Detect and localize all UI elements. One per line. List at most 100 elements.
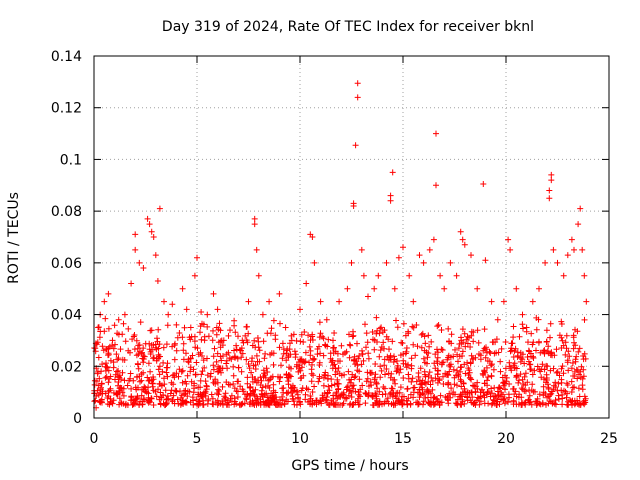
data-point <box>488 385 495 392</box>
data-point <box>574 328 581 335</box>
data-point <box>537 368 544 375</box>
data-point <box>367 370 374 377</box>
data-point <box>464 359 471 366</box>
data-point <box>350 385 357 392</box>
data-point <box>297 338 304 345</box>
data-point <box>356 352 363 359</box>
data-point <box>162 387 169 394</box>
data-point <box>349 333 356 340</box>
data-point <box>553 346 560 353</box>
data-point <box>210 401 217 408</box>
data-point <box>91 381 98 388</box>
data-point <box>132 384 139 391</box>
data-point <box>547 334 553 341</box>
data-point <box>96 334 103 341</box>
data-point <box>494 388 501 395</box>
data-point <box>534 363 541 370</box>
data-point <box>234 355 241 362</box>
data-point <box>422 394 429 401</box>
data-point <box>190 401 197 408</box>
data-point <box>436 399 443 406</box>
data-point <box>405 371 412 378</box>
data-point <box>104 364 111 371</box>
data-point <box>335 393 342 400</box>
data-point <box>335 358 341 364</box>
data-point <box>207 370 214 377</box>
data-point <box>364 375 371 382</box>
data-point <box>230 363 237 370</box>
data-point <box>477 352 484 359</box>
data-point <box>318 398 325 405</box>
data-point <box>362 321 368 328</box>
y-tick-label: 0.14 <box>51 49 82 65</box>
data-point <box>118 376 124 383</box>
data-point <box>173 347 180 354</box>
data-point <box>128 280 135 287</box>
data-point <box>265 377 272 384</box>
data-point <box>296 359 302 365</box>
data-point <box>105 367 112 374</box>
data-point <box>513 285 520 292</box>
data-point <box>477 389 484 396</box>
data-point <box>358 246 365 253</box>
data-point <box>270 361 277 368</box>
data-point <box>112 341 118 348</box>
data-point <box>470 329 477 336</box>
data-point <box>349 402 356 408</box>
data-point <box>533 326 540 333</box>
data-point <box>252 376 259 383</box>
data-point <box>526 392 533 399</box>
data-point <box>404 401 411 408</box>
data-point <box>198 336 205 343</box>
data-point <box>523 324 530 331</box>
data-point <box>311 259 318 266</box>
data-point <box>517 358 524 365</box>
data-point <box>374 327 381 334</box>
data-point <box>255 272 262 279</box>
data-point <box>105 325 112 332</box>
data-point <box>338 372 345 379</box>
data-point <box>258 377 265 384</box>
data-point <box>127 370 134 377</box>
y-tick-labels: 0 0.02 0.04 0.06 0.08 0.1 0.12 0.14 <box>51 49 82 427</box>
plot-frame <box>93 55 610 419</box>
data-point <box>440 381 447 387</box>
data-point <box>102 315 109 322</box>
data-point <box>223 357 230 364</box>
data-point <box>147 399 153 405</box>
data-point <box>459 236 466 243</box>
data-point <box>446 368 453 375</box>
data-point <box>490 366 497 373</box>
data-point <box>214 306 221 313</box>
data-point <box>350 203 357 209</box>
data-point <box>402 360 409 367</box>
data-point <box>502 339 509 345</box>
data-point <box>298 331 305 338</box>
data-point <box>290 384 297 391</box>
data-point <box>430 236 437 243</box>
x-tick-label: 25 <box>600 431 618 447</box>
data-point <box>575 348 582 355</box>
data-point <box>195 398 202 405</box>
data-point <box>481 400 488 407</box>
data-point <box>394 362 401 369</box>
data-point <box>545 384 552 391</box>
data-point <box>315 378 322 385</box>
data-point <box>410 341 417 348</box>
data-point <box>316 362 323 368</box>
data-point <box>426 343 433 350</box>
data-point <box>333 389 340 396</box>
data-point <box>562 351 569 358</box>
data-point <box>527 398 534 405</box>
data-point <box>150 234 157 240</box>
data-point <box>432 375 439 382</box>
data-point <box>261 370 268 377</box>
data-point <box>389 169 396 176</box>
data-point <box>563 332 570 339</box>
data-point <box>287 351 294 358</box>
data-point <box>529 298 536 305</box>
data-point <box>403 345 410 351</box>
data-point <box>290 331 297 338</box>
data-point <box>474 379 481 386</box>
data-point <box>408 378 415 385</box>
